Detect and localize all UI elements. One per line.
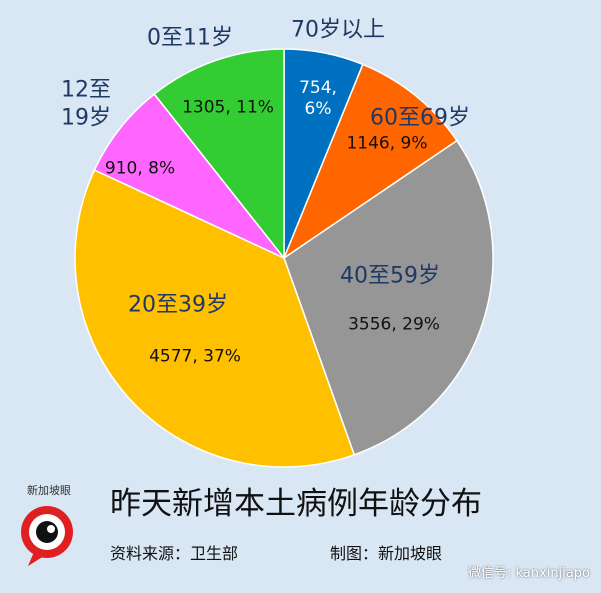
- category-label: 20至39岁: [128, 292, 228, 318]
- chart-title: 昨天新增本土病例年龄分布: [110, 486, 482, 522]
- data-label: 3556, 29%: [348, 314, 440, 335]
- data-label: 910, 8%: [104, 158, 176, 179]
- pie-slice: [74, 169, 356, 468]
- data-label: 1305, 11%: [182, 97, 274, 118]
- category-label: 0至11岁: [147, 25, 233, 51]
- category-label: 40至59岁: [340, 263, 440, 289]
- pie-slice: [93, 93, 285, 259]
- pie-slice: [282, 63, 458, 261]
- category-label: 70岁以上: [291, 17, 385, 43]
- category-label: 60至69岁: [370, 105, 470, 131]
- data-label: 1146, 9%: [346, 133, 428, 154]
- logo-icon: [21, 506, 73, 566]
- source: 资料来源：卫生部: [110, 544, 239, 563]
- credit: 制图：新加坡眼: [330, 544, 443, 563]
- logo-text: 新加坡眼: [27, 484, 71, 497]
- pie-slice: [283, 139, 494, 456]
- data-label: 754, 6%: [299, 77, 337, 119]
- pie-slice: [153, 48, 285, 261]
- data-label: 4577, 37%: [149, 346, 241, 367]
- watermark: 微信号: kanxinjiapo: [468, 566, 590, 581]
- category-label: 12至19岁: [61, 77, 111, 131]
